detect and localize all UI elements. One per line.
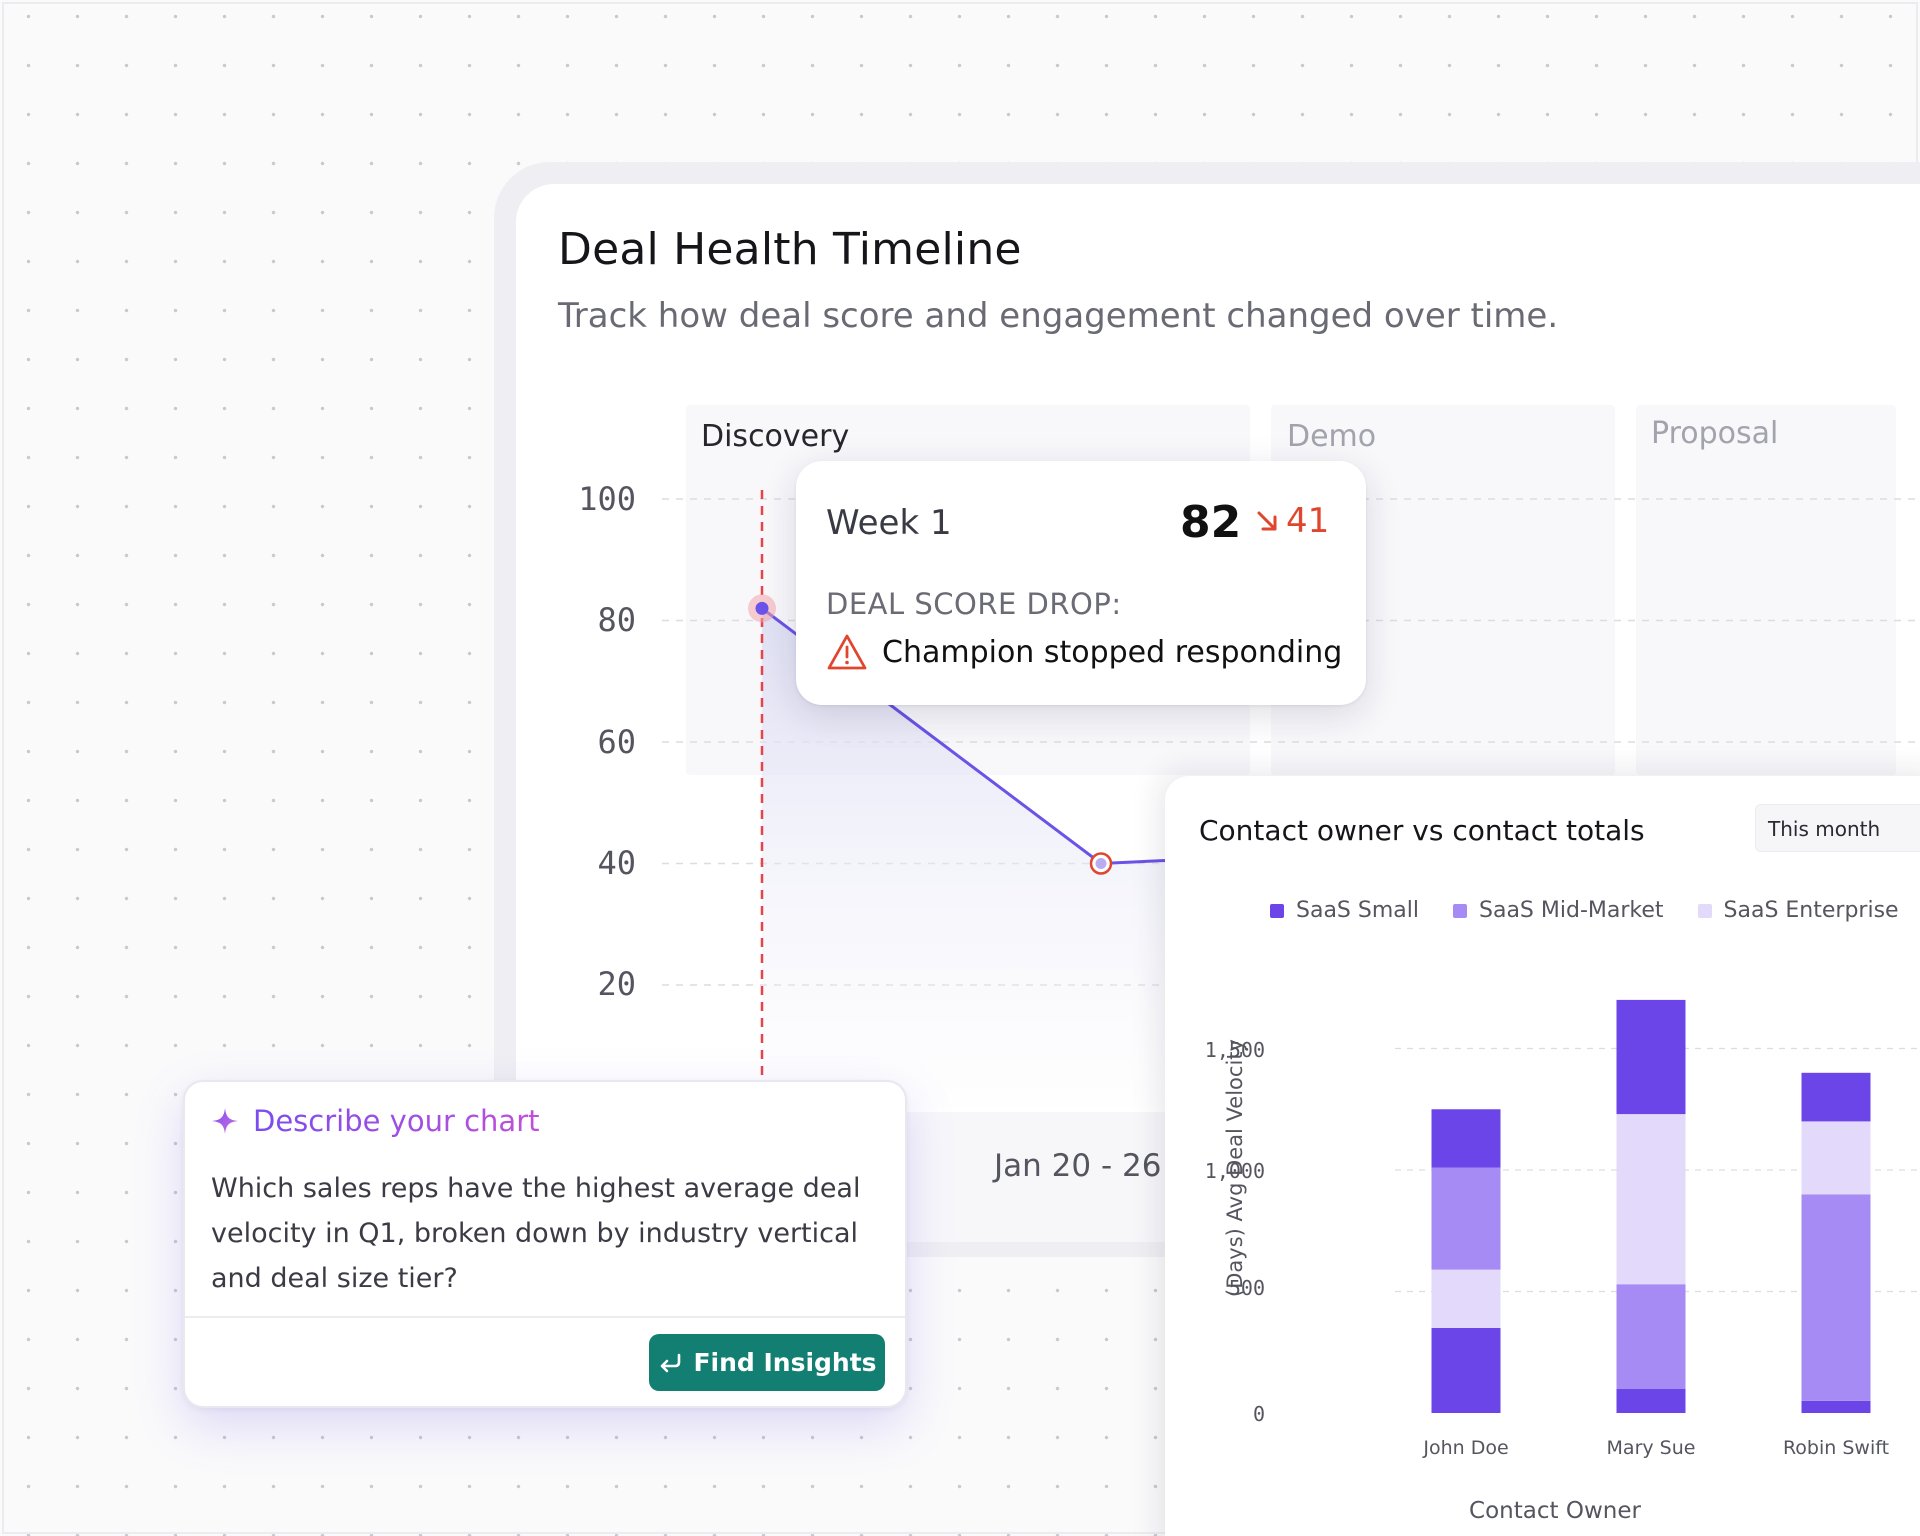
bar-segment bbox=[1616, 1388, 1686, 1413]
bar-segment bbox=[1431, 1269, 1501, 1328]
y-tick-label: 80 bbox=[597, 601, 636, 639]
bar-y-tick: 0 bbox=[1252, 1402, 1265, 1426]
bar-segment bbox=[1616, 1284, 1686, 1389]
x-axis-range-label: Jan 20 - 26 bbox=[994, 1148, 1162, 1184]
stage-label-demo: Demo bbox=[1287, 419, 1377, 454]
y-axis-title: (Days) Avg Deal Velocity bbox=[1223, 1039, 1247, 1297]
bar-y-tick: 1,500 bbox=[1204, 1038, 1265, 1062]
tooltip-delta: 41 bbox=[1254, 501, 1329, 541]
page-title: Deal Health Timeline bbox=[558, 224, 1022, 275]
bar-x-label: John Doe bbox=[1423, 1437, 1509, 1459]
chart-legend: SaaS Small SaaS Mid-Market SaaS Enterpri… bbox=[1270, 898, 1899, 923]
data-point bbox=[755, 601, 769, 615]
y-tick-label: 60 bbox=[597, 723, 636, 761]
deal-score-area bbox=[762, 608, 1165, 1107]
legend-label: SaaS Small bbox=[1296, 898, 1419, 923]
bar-segment bbox=[1801, 1072, 1871, 1122]
bar-segment bbox=[1801, 1400, 1871, 1413]
stage-label-proposal: Proposal bbox=[1651, 416, 1779, 451]
tooltip-drop-label: DEAL SCORE DROP: bbox=[826, 587, 1122, 621]
bar-segment bbox=[1431, 1327, 1501, 1413]
x-axis-title: Contact Owner bbox=[1469, 1498, 1641, 1524]
find-insights-label: Find Insights bbox=[693, 1348, 877, 1377]
bar-x-label: Mary Sue bbox=[1606, 1437, 1696, 1459]
bar-segment bbox=[1431, 1109, 1501, 1168]
describe-chart-card: Describe your chart Which sales reps hav… bbox=[183, 1080, 907, 1408]
tooltip-reason-text: Champion stopped responding bbox=[882, 634, 1343, 670]
bar-segment bbox=[1801, 1194, 1871, 1401]
stage-column-proposal bbox=[1636, 405, 1896, 775]
contact-chart-title: Contact owner vs contact totals bbox=[1199, 814, 1645, 847]
tooltip-week: Week 1 bbox=[826, 503, 952, 543]
describe-title: Describe your chart bbox=[253, 1104, 540, 1138]
bar-segment bbox=[1616, 999, 1686, 1115]
contact-owner-card: Contact owner vs contact totals This mon… bbox=[1165, 776, 1920, 1536]
divider bbox=[185, 1316, 905, 1318]
legend-label: SaaS Mid-Market bbox=[1479, 898, 1664, 923]
bar-segment bbox=[1616, 1114, 1686, 1285]
week-tooltip: Week 1 82 41 DEAL SCORE DROP: Champion s… bbox=[796, 461, 1366, 705]
legend-swatch bbox=[1453, 903, 1467, 918]
legend-item: SaaS Enterprise bbox=[1697, 898, 1899, 923]
contact-bar-chart bbox=[1395, 999, 1920, 1413]
y-tick-label: 100 bbox=[578, 480, 636, 518]
find-insights-button[interactable]: Find Insights bbox=[649, 1334, 885, 1391]
enter-icon bbox=[661, 1353, 681, 1372]
sparkle-icon bbox=[212, 1108, 238, 1134]
y-tick-label: 40 bbox=[597, 844, 636, 882]
bar-y-tick: 500 bbox=[1228, 1276, 1265, 1300]
bar-x-label: Robin Swift bbox=[1782, 1437, 1890, 1459]
legend-label: SaaS Enterprise bbox=[1723, 898, 1899, 923]
stage-label-discovery: Discovery bbox=[701, 419, 850, 454]
tooltip-delta-value: 41 bbox=[1286, 501, 1330, 541]
range-select[interactable]: This month bbox=[1755, 804, 1920, 852]
legend-swatch bbox=[1270, 903, 1284, 918]
legend-item: SaaS Small bbox=[1270, 898, 1419, 923]
legend-swatch bbox=[1697, 903, 1712, 918]
y-tick-label: 20 bbox=[597, 965, 636, 1003]
bar-segment bbox=[1801, 1121, 1871, 1195]
bar-segment bbox=[1431, 1167, 1501, 1270]
page-subtitle: Track how deal score and engagement chan… bbox=[558, 296, 1559, 336]
describe-header: Describe your chart bbox=[211, 1104, 540, 1138]
tooltip-score: 82 bbox=[1180, 497, 1242, 548]
describe-prompt-input[interactable]: Which sales reps have the highest averag… bbox=[211, 1173, 861, 1294]
arrow-down-right-icon bbox=[1257, 511, 1277, 531]
data-point-inner bbox=[1095, 858, 1107, 869]
bar-y-tick: 1,000 bbox=[1204, 1159, 1265, 1183]
warning-icon bbox=[827, 634, 867, 670]
tooltip-reason: Champion stopped responding bbox=[826, 633, 1342, 671]
legend-item: SaaS Mid-Market bbox=[1453, 898, 1664, 923]
